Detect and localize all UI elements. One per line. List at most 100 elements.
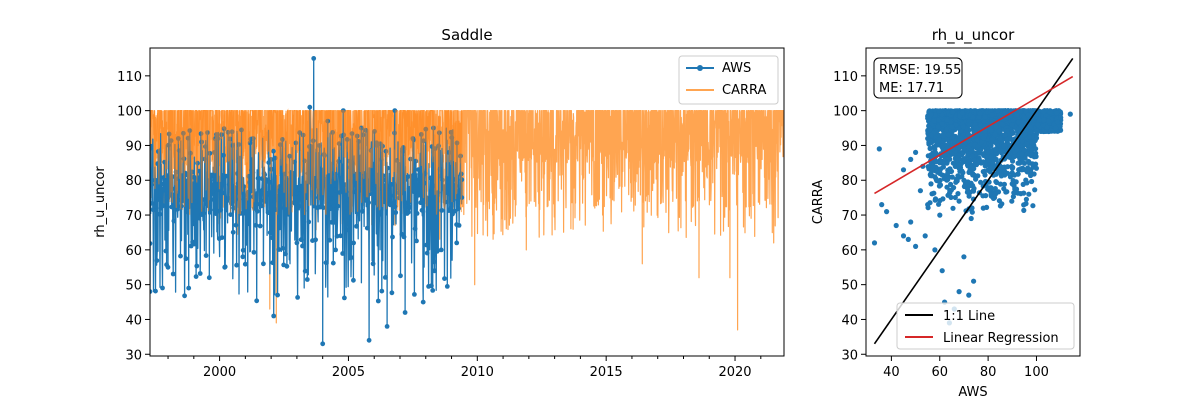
scatter-point	[884, 209, 890, 215]
aws-point	[330, 260, 336, 266]
y-tick-label: 40	[125, 313, 142, 328]
aws-point	[326, 202, 331, 208]
scatter-point	[944, 136, 950, 142]
aws-point	[153, 288, 158, 294]
aws-point	[154, 258, 160, 263]
scatter-point	[956, 289, 962, 295]
aws-point	[419, 207, 425, 213]
aws-point	[331, 203, 337, 209]
scatter-point	[949, 124, 955, 130]
aws-point	[212, 177, 217, 183]
aws-point	[431, 259, 437, 265]
scatter-point	[932, 174, 938, 180]
aws-point	[178, 253, 183, 259]
aws-point	[265, 191, 270, 196]
x-tick-label: 2005	[332, 365, 365, 380]
aws-point	[165, 264, 171, 270]
scatter-y-label: CARRA	[811, 180, 826, 225]
scatter-point	[936, 201, 942, 207]
aws-point	[223, 173, 229, 179]
scatter-point	[955, 191, 961, 197]
scatter-point	[992, 131, 998, 138]
scatter-point	[988, 142, 994, 149]
aws-point	[304, 277, 310, 282]
aws-point	[284, 263, 290, 269]
aws-point	[206, 275, 212, 281]
scatter-point	[1044, 124, 1050, 130]
aws-point	[150, 289, 153, 294]
aws-point	[366, 337, 372, 343]
scatter-point	[1029, 178, 1035, 185]
x-tick-label: 2020	[718, 365, 751, 380]
aws-point	[387, 195, 393, 201]
aws-point	[339, 175, 345, 181]
aws-point	[176, 197, 181, 203]
scatter-point	[973, 125, 979, 131]
scatter-point	[1021, 207, 1027, 213]
aws-point	[382, 199, 387, 205]
x-tick-label: 40	[883, 365, 900, 380]
scatter-point	[956, 198, 962, 204]
aws-point	[230, 229, 236, 235]
stats-box	[873, 57, 963, 99]
timeseries-x-ticks: 2000 2005 2010 2015 2020	[167, 356, 762, 380]
aws-point	[298, 183, 303, 189]
scatter-point	[986, 185, 992, 191]
scatter-point	[958, 135, 965, 142]
scatter-point	[978, 123, 984, 129]
scatter-axes-frame	[865, 47, 1081, 357]
scatter-point	[940, 133, 947, 139]
carra-overlay-line	[150, 108, 463, 216]
aws-point	[157, 211, 163, 217]
aws-point	[253, 222, 259, 228]
scatter-point	[964, 182, 971, 188]
aws-point	[184, 209, 190, 215]
aws-point	[407, 205, 413, 210]
scatter-point	[995, 108, 1001, 114]
scatter-x-label: AWS	[958, 385, 987, 400]
legend-aws-label: AWS	[722, 61, 751, 76]
scatter-point	[939, 143, 945, 149]
scatter-point	[989, 112, 995, 118]
aws-point	[427, 206, 433, 212]
scatter-point	[992, 186, 998, 192]
aws-point	[175, 206, 180, 212]
aws-point	[364, 225, 370, 231]
aws-point	[345, 227, 351, 233]
scatter-point	[981, 135, 987, 141]
aws-point	[447, 191, 453, 197]
scatter-point	[993, 147, 999, 153]
scatter-point	[928, 132, 934, 138]
x-tick-label: 60	[931, 365, 948, 380]
scatter-point	[933, 159, 939, 165]
aws-point	[429, 283, 434, 289]
aws-point	[150, 143, 154, 149]
scatter-point	[950, 109, 956, 115]
scatter-point	[988, 127, 994, 133]
aws-point	[160, 285, 165, 291]
aws-point	[256, 175, 262, 181]
timeseries-plot-area	[150, 56, 784, 347]
y-tick-label: 100	[117, 105, 142, 120]
x-tick-label: 2000	[203, 365, 236, 380]
x-tick-label: 2010	[461, 365, 494, 380]
scatter-point	[927, 126, 933, 133]
scatter-point	[1026, 158, 1032, 165]
aws-point	[251, 249, 257, 255]
aws-point	[332, 219, 338, 225]
aws-point	[320, 341, 326, 347]
aws-point	[412, 226, 418, 232]
aws-point	[389, 290, 395, 296]
aws-point	[208, 207, 214, 213]
scatter-point	[939, 111, 945, 118]
aws-point	[197, 271, 203, 276]
scatter-point	[1018, 123, 1024, 129]
aws-point	[216, 187, 222, 192]
scatter-point	[957, 145, 963, 151]
aws-point	[296, 203, 302, 209]
aws-point	[379, 288, 385, 294]
scatter-point	[947, 166, 953, 172]
aws-point	[301, 208, 307, 214]
scatter-point	[1024, 151, 1030, 157]
